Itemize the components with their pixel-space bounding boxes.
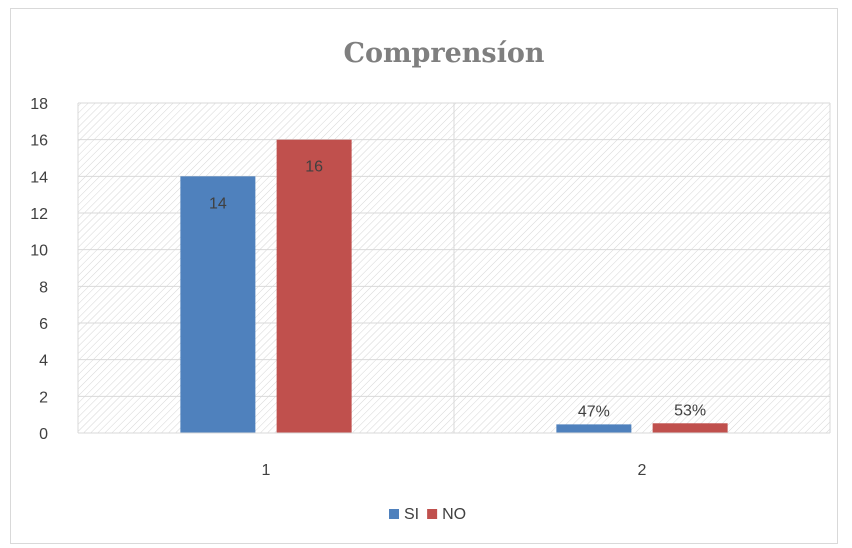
y-tick-label: 18	[30, 96, 48, 113]
bar-si-2	[556, 424, 632, 433]
legend: SI NO	[389, 506, 466, 523]
legend-label-no: NO	[442, 506, 466, 523]
data-label: 47%	[578, 403, 610, 420]
y-tick-label: 0	[39, 426, 48, 443]
data-label: 14	[209, 195, 227, 212]
x-tick-label: 1	[262, 462, 271, 479]
y-tick-label: 8	[39, 279, 48, 296]
y-tick-label: 12	[30, 206, 48, 223]
y-tick-label: 10	[30, 243, 48, 260]
legend-swatch-no	[427, 509, 438, 519]
bar-no-2	[652, 423, 728, 433]
data-label: 16	[305, 159, 323, 176]
y-tick-label: 2	[39, 389, 48, 406]
y-tick-label: 4	[39, 353, 48, 370]
data-label: 53%	[674, 402, 706, 419]
y-tick-label: 16	[30, 133, 48, 150]
y-tick-label: 14	[30, 169, 48, 186]
bar-no-1	[276, 139, 352, 433]
legend-swatch-si	[389, 509, 399, 519]
x-tick-label: 2	[638, 462, 647, 479]
y-tick-label: 6	[39, 316, 48, 333]
bar-si-1	[180, 176, 256, 434]
chart-title: Comprensíon	[343, 38, 544, 69]
legend-label-si: SI	[404, 506, 419, 523]
plot-area: 0 2 4 6 8 10 12 14 16 18 14 16 1 47% 53% 2	[30, 96, 831, 479]
